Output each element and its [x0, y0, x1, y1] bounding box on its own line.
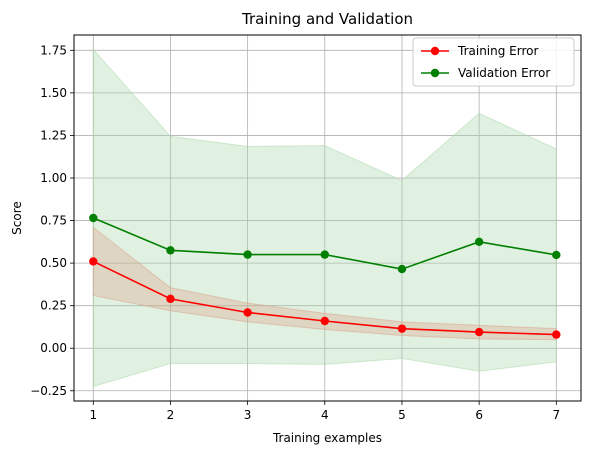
x-tick-label: 6 [475, 408, 483, 422]
y-tick-label: 0.75 [40, 214, 67, 228]
x-tick-label: 2 [167, 408, 175, 422]
data-point-validation [474, 237, 484, 247]
y-tick-label: 1.00 [40, 171, 67, 185]
x-tick-label: 3 [244, 408, 252, 422]
x-tick-label: 7 [552, 408, 560, 422]
data-point-training [243, 308, 252, 317]
y-axis-label: Score [10, 201, 24, 235]
data-point-training [166, 294, 175, 304]
plot-frame [73, 34, 582, 402]
y-tick-label: 0.50 [40, 256, 67, 270]
x-tick-label: 1 [89, 408, 97, 422]
y-tick-label: 1.50 [40, 86, 67, 100]
confidence-band-validation [92, 48, 557, 388]
data-point-training [552, 330, 561, 339]
x-axis-label: Training examples [272, 431, 382, 445]
y-tick-label: 0.25 [40, 299, 67, 313]
x-tick-label: 4 [321, 408, 329, 422]
data-point-training [474, 327, 484, 337]
data-point-validation [320, 250, 329, 259]
y-tick-label: 1.75 [40, 43, 67, 57]
data-point-validation [397, 264, 407, 274]
data-point-training [89, 257, 98, 266]
data-point-validation [552, 250, 561, 260]
confidence-band-training [92, 226, 557, 341]
y-tick-label: 0.00 [40, 341, 67, 355]
legend-label-validation: Validation Error [458, 66, 550, 80]
data-point-training [320, 316, 329, 326]
legend: Training Error Validation Error [412, 37, 575, 87]
legend-box [412, 37, 575, 87]
data-point-validation [166, 246, 175, 255]
legend-marker-validation [430, 68, 440, 78]
legend-marker-training [430, 46, 440, 56]
data-point-validation [243, 250, 252, 259]
legend-label-training: Training Error [457, 44, 538, 58]
y-tick-label: −0.25 [30, 384, 67, 398]
data-point-validation [89, 213, 98, 223]
y-tick-label: 1.25 [40, 128, 67, 142]
x-tick-label: 5 [398, 408, 406, 422]
chart-title: Training and Validation [241, 10, 413, 28]
data-point-training [397, 324, 407, 333]
